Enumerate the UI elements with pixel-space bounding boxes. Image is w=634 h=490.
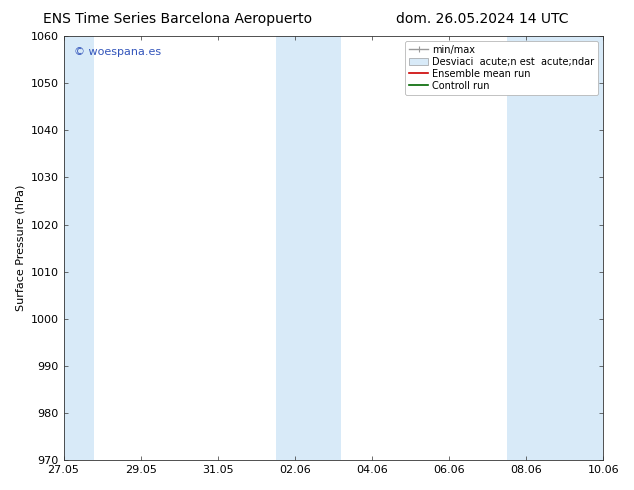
Text: © woespana.es: © woespana.es bbox=[74, 47, 162, 57]
Legend: min/max, Desviaci  acute;n est  acute;ndar, Ensemble mean run, Controll run: min/max, Desviaci acute;n est acute;ndar… bbox=[405, 41, 598, 95]
Bar bbox=[63, 36, 94, 460]
Text: dom. 26.05.2024 14 UTC: dom. 26.05.2024 14 UTC bbox=[396, 12, 568, 26]
Bar bbox=[276, 36, 341, 460]
Text: ENS Time Series Barcelona Aeropuerto: ENS Time Series Barcelona Aeropuerto bbox=[43, 12, 312, 26]
Y-axis label: Surface Pressure (hPa): Surface Pressure (hPa) bbox=[15, 185, 25, 311]
Bar bbox=[507, 36, 603, 460]
